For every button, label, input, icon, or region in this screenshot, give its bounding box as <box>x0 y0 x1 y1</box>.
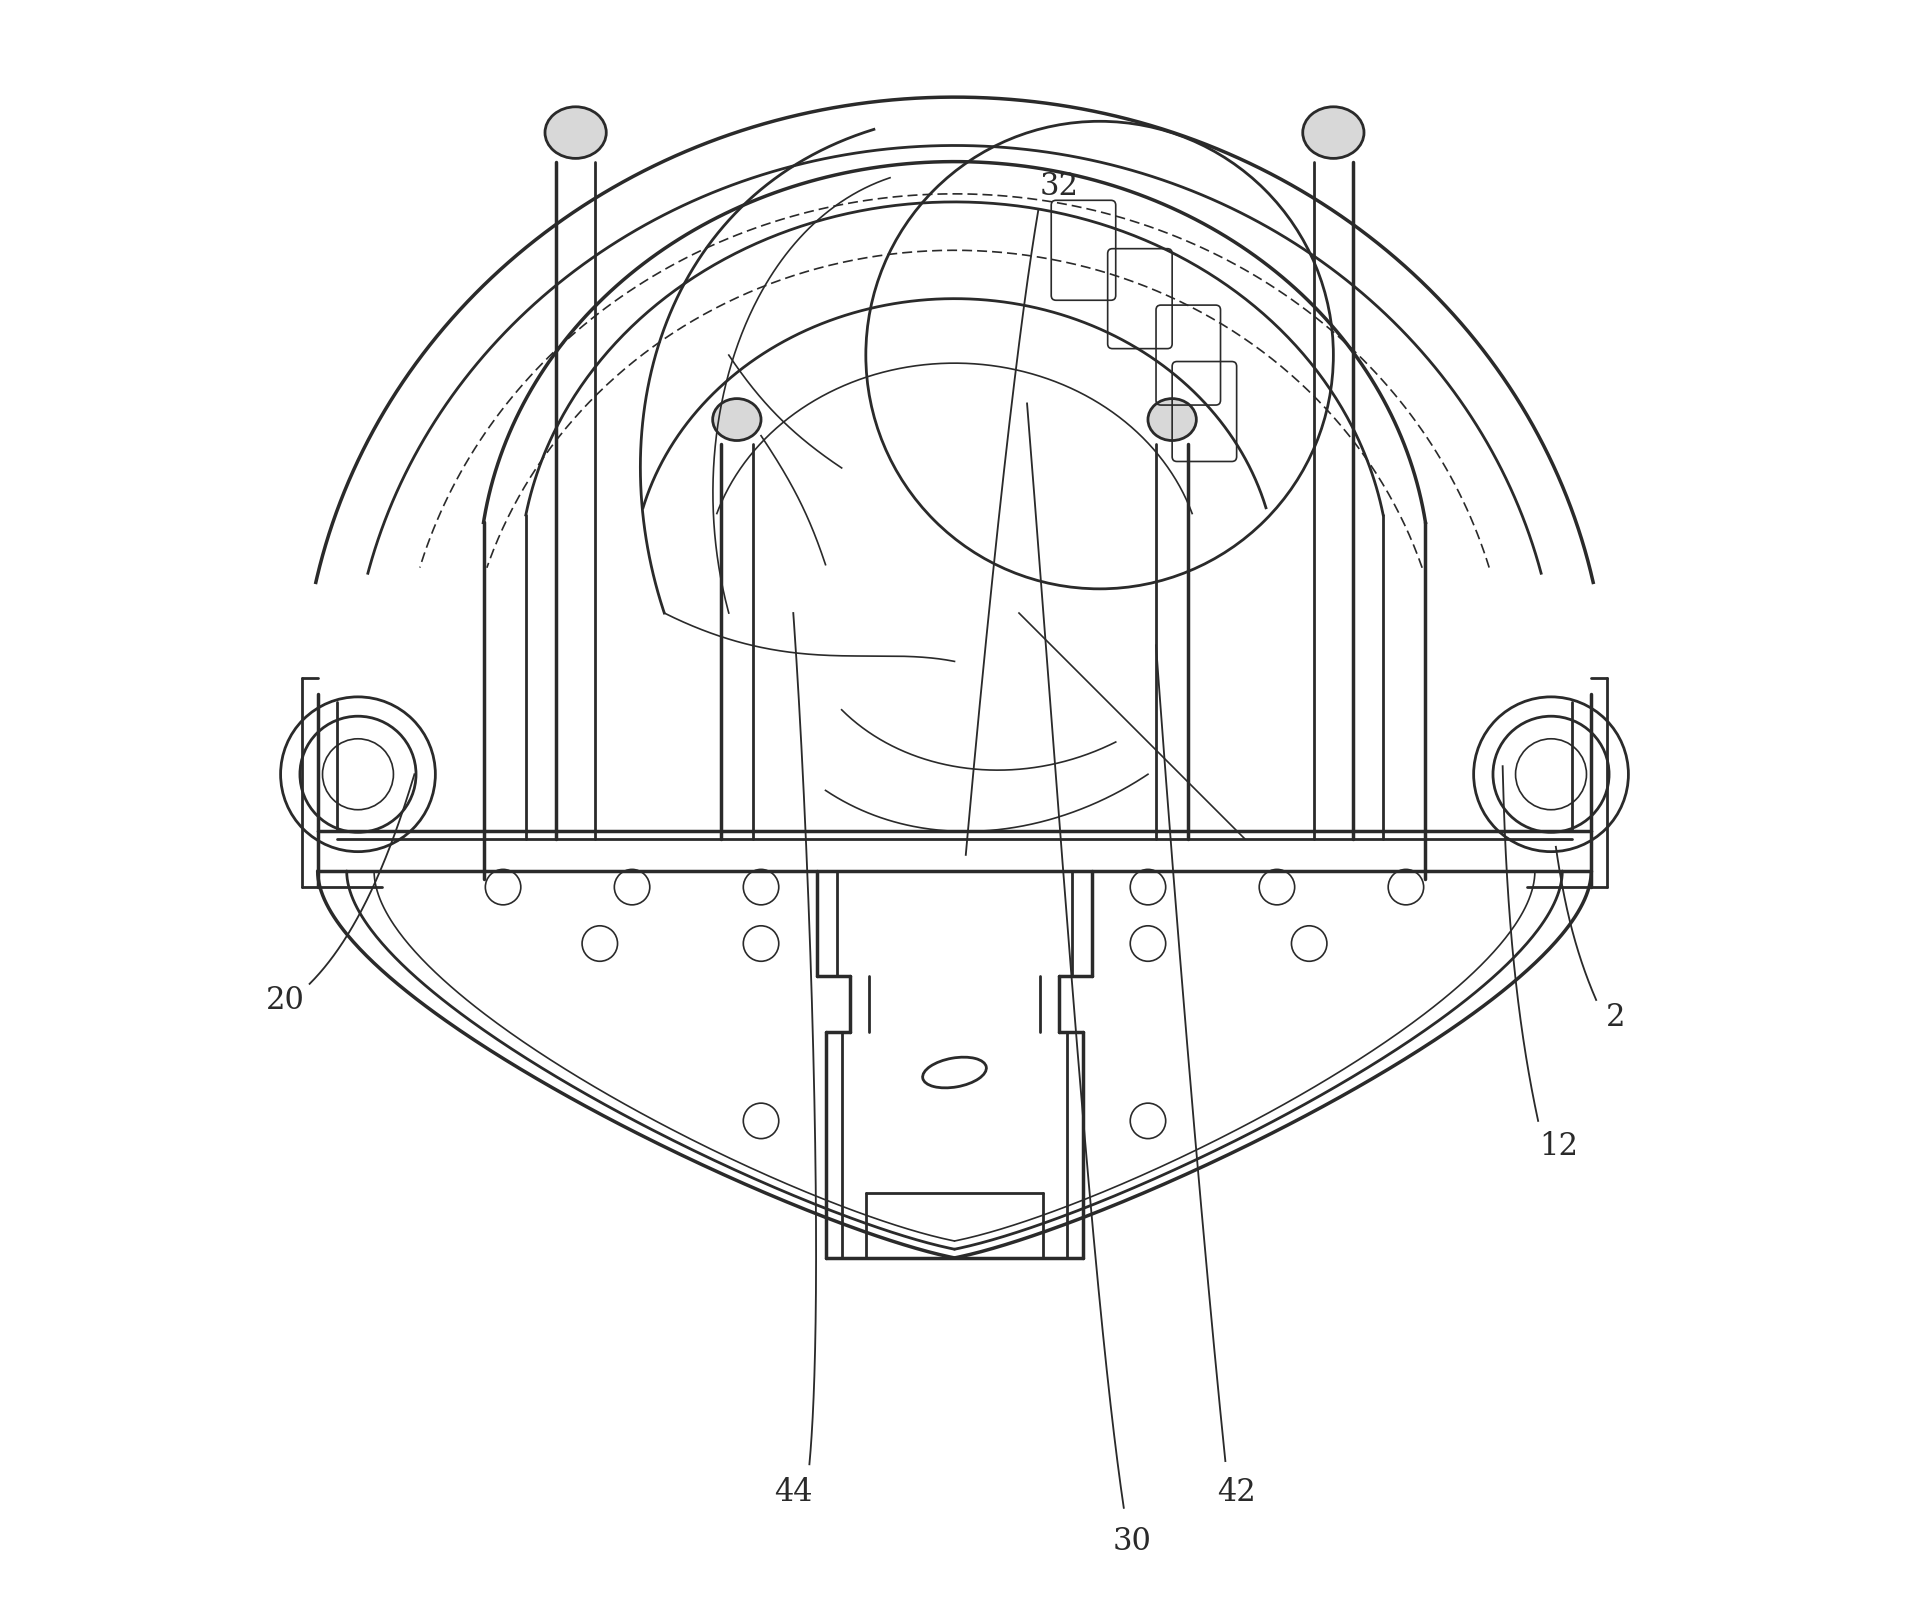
Text: 32: 32 <box>1040 171 1079 202</box>
Text: 42: 42 <box>1218 1477 1256 1507</box>
Text: 2: 2 <box>1605 1001 1625 1031</box>
Ellipse shape <box>544 108 607 160</box>
Ellipse shape <box>1147 399 1197 441</box>
Text: 20: 20 <box>265 985 305 1015</box>
Text: 44: 44 <box>773 1477 813 1507</box>
Ellipse shape <box>1302 108 1365 160</box>
Ellipse shape <box>712 399 762 441</box>
Text: 12: 12 <box>1539 1130 1579 1160</box>
Text: 30: 30 <box>1113 1525 1151 1556</box>
